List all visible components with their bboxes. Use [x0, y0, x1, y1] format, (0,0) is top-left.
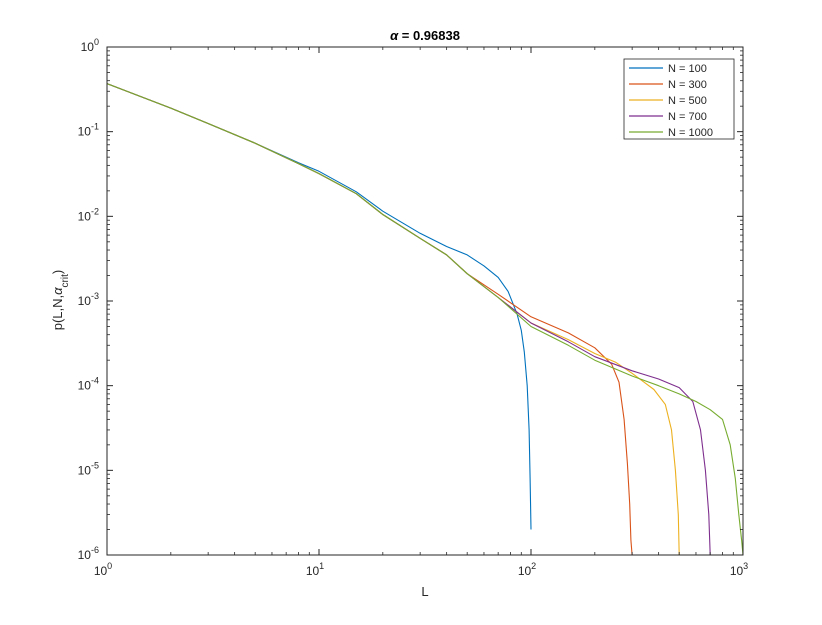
plot-lines: [106, 83, 744, 556]
y-label-symbol: α: [50, 287, 65, 295]
x-tick-label: 100: [94, 561, 112, 578]
y-label-subscript: crit: [60, 274, 71, 288]
legend-label-4: N = 700: [668, 111, 707, 123]
x-axis-label: L: [421, 584, 428, 599]
y-label-close: ): [50, 270, 65, 274]
legend-label-1: N = 100: [668, 63, 707, 75]
legend-label-5: N = 1000: [668, 127, 713, 139]
legend-box: [623, 58, 735, 140]
y-tick-label: 10-4: [78, 376, 99, 393]
legend-label-3: N = 500: [668, 95, 707, 107]
x-tick-label: 101: [306, 561, 324, 578]
y-tick-label: 10-6: [78, 545, 99, 562]
y-axis-label: p(L,N,αcrit): [50, 270, 71, 331]
y-tick-label: 10-1: [78, 122, 99, 139]
x-tick-label: 102: [518, 561, 536, 578]
series-line-5: [106, 83, 744, 556]
y-tick-label: 100: [81, 37, 99, 54]
y-tick-label: 10-2: [78, 206, 99, 223]
legend-label-2: N = 300: [668, 79, 707, 91]
title-symbol: α: [390, 28, 399, 43]
title-value: = 0.96838: [398, 28, 460, 43]
y-label-main: p(L,N,: [50, 295, 65, 330]
y-tick-label: 10-3: [78, 291, 99, 308]
x-tick-label: 103: [730, 561, 748, 578]
chart-title: α = 0.96838: [390, 28, 460, 43]
y-tick-label: 10-5: [78, 460, 99, 477]
axis-ticks: 100 101 102 103 100 10-1 10-2 10-3 10-4 10-5 10-6: [78, 37, 749, 578]
legend: N = 100 N = 300 N = 500 N = 700 N = 1000: [623, 58, 735, 140]
